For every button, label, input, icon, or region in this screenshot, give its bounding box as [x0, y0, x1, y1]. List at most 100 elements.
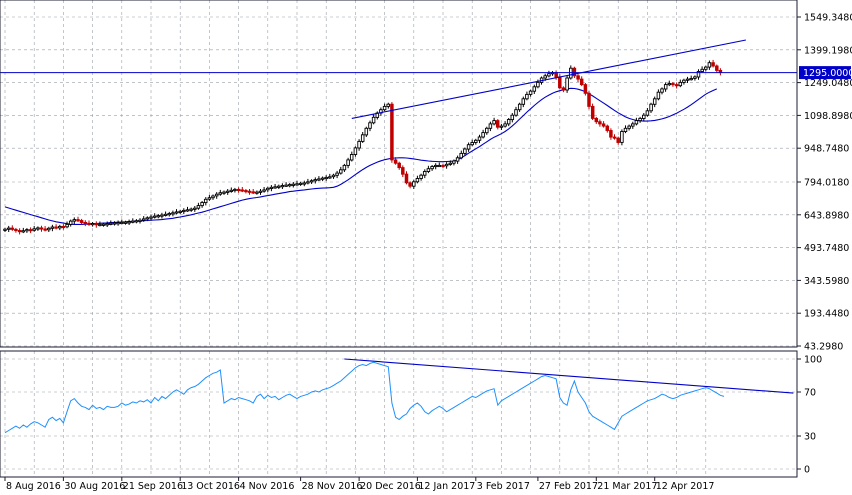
candle-body: [116, 222, 120, 225]
candle: [141, 216, 146, 222]
candle-body: [25, 229, 29, 232]
price-y-tick-label: 1098.8980: [804, 111, 852, 122]
candle-body: [645, 110, 650, 116]
candle: [576, 73, 580, 82]
candle: [404, 171, 409, 185]
candle: [419, 173, 423, 181]
candle-body: [266, 187, 270, 191]
price-panel-frame: [0, 0, 798, 348]
candles: [3, 59, 723, 235]
candle: [386, 102, 390, 109]
indicator-line: [4, 361, 725, 434]
moving-average-line: [4, 87, 718, 225]
candle-body: [642, 114, 646, 119]
candle: [503, 121, 507, 128]
candle-body: [50, 226, 55, 229]
candle-body: [123, 221, 128, 224]
candle: [444, 162, 449, 169]
candle: [704, 65, 708, 72]
candle: [401, 165, 405, 177]
candle-body: [357, 140, 361, 149]
candle: [397, 161, 401, 170]
price-y-tick-label: 493.7480: [804, 243, 849, 254]
price-y-tick-label: 343.5980: [804, 276, 849, 287]
candle: [463, 147, 467, 156]
candle-body: [156, 215, 161, 218]
candle: [492, 117, 496, 126]
candle-body: [182, 209, 186, 213]
candle: [506, 118, 511, 127]
candle-body: [276, 185, 281, 188]
candle-body: [652, 98, 657, 105]
candle: [565, 75, 569, 93]
candle-body: [612, 136, 617, 139]
candle-body: [689, 78, 693, 81]
candle: [342, 163, 347, 172]
candle: [652, 96, 657, 108]
candle-body: [711, 62, 715, 67]
price-y-tick-label: 948.7480: [804, 144, 849, 155]
candle-body: [233, 188, 237, 192]
candle: [368, 120, 372, 132]
candle: [601, 121, 606, 128]
candle: [663, 82, 668, 92]
candle: [474, 138, 478, 145]
candle: [579, 76, 584, 87]
candle-body: [485, 127, 489, 134]
candle: [83, 220, 88, 227]
candle: [196, 202, 201, 210]
candle-body: [218, 192, 223, 195]
x-tick-label: 21 Sep 2016: [123, 481, 183, 492]
candle-body: [225, 190, 230, 193]
candle: [481, 129, 485, 139]
candle: [700, 66, 704, 73]
candle: [349, 151, 354, 162]
candle-body: [649, 103, 653, 112]
candle-body: [587, 92, 591, 107]
candle-body: [704, 66, 708, 70]
candle-body: [196, 205, 201, 209]
candle-body: [207, 197, 212, 200]
candle: [678, 79, 683, 88]
x-tick-label: 12 Apr 2017: [656, 481, 715, 492]
candle-body: [47, 227, 51, 231]
candle: [90, 222, 95, 227]
candle-body: [715, 65, 719, 71]
candle: [214, 192, 219, 199]
candle-body: [605, 125, 610, 131]
candle-body: [247, 190, 252, 193]
candle-body: [255, 191, 259, 194]
candle-body: [682, 79, 686, 83]
candle-body: [430, 166, 434, 170]
candle-body: [189, 208, 193, 211]
candle-body: [360, 134, 365, 142]
candle-body: [408, 182, 412, 187]
candle-body: [298, 182, 303, 185]
candle: [324, 175, 328, 181]
candle: [317, 176, 321, 182]
candle: [123, 220, 128, 225]
candle-body: [138, 219, 142, 222]
candle-body: [382, 105, 387, 111]
candle-body: [598, 121, 602, 125]
candle-body: [368, 122, 372, 129]
candle-body: [499, 125, 504, 128]
candle-body: [200, 202, 204, 207]
candle: [631, 121, 635, 129]
candle-body: [474, 139, 478, 143]
candle: [269, 185, 274, 192]
candle-body: [481, 132, 485, 138]
candle: [98, 221, 102, 227]
candle: [120, 219, 124, 225]
candle: [160, 212, 164, 219]
candle: [441, 163, 445, 168]
candle-body: [532, 86, 537, 92]
candle-body: [211, 195, 215, 199]
candle: [116, 220, 120, 226]
candle: [412, 179, 416, 189]
candle: [138, 218, 142, 224]
candle-body: [331, 174, 336, 178]
candle: [711, 59, 715, 68]
candle-body: [656, 91, 661, 100]
candle-body: [43, 228, 47, 231]
